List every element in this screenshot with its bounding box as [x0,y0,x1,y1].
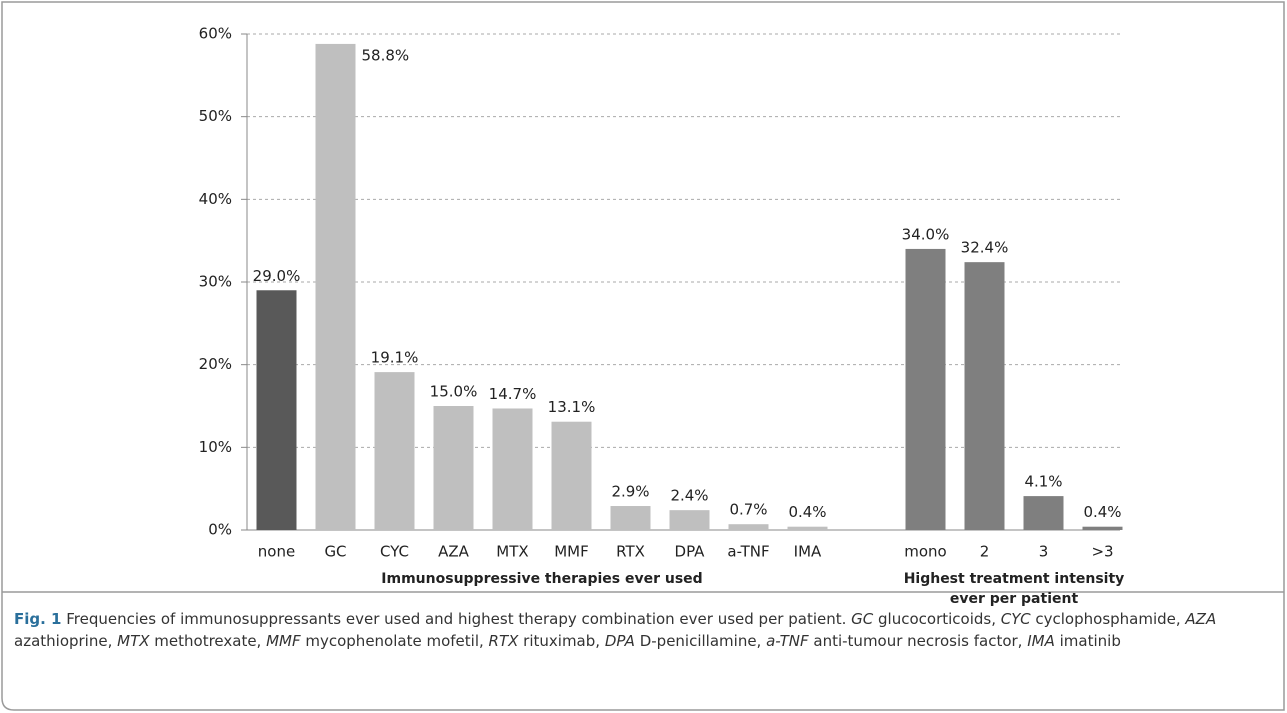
caption-text: azathioprine, [14,610,1222,650]
caption-text: rituximab, [518,632,605,650]
value-label: 4.1% [1024,473,1062,491]
bar [787,526,828,530]
bar [256,290,297,530]
caption-text: anti-tumour necrosis factor, [808,632,1028,650]
value-label: 15.0% [430,383,478,401]
x-tick-label: mono [904,543,946,561]
x-tick-label: a-TNF [727,543,769,561]
caption-text: CYC [1000,610,1031,628]
x-tick-label: DPA [675,543,706,561]
caption-text: RTX [488,632,519,650]
caption-text: imatinib [1054,632,1121,650]
value-label: 34.0% [902,225,950,243]
caption-text: AZA [1185,610,1217,628]
value-label: 2.4% [670,487,708,505]
y-tick-label: 30% [199,273,232,291]
x-tick-label: RTX [616,543,645,561]
bar [1023,496,1064,530]
caption-text: cyclophosphamide, [1030,610,1186,628]
caption-text: DPA [604,632,635,650]
value-label: 0.7% [729,501,767,519]
x-tick-label: 2 [980,543,990,561]
x-tick-label: 3 [1039,543,1049,561]
group-label: Immunosuppressive therapies ever used [381,571,702,587]
value-label: 0.4% [1083,503,1121,521]
caption-text: glucocorticoids, [873,610,1001,628]
bar [315,43,356,531]
caption: Fig. 1 Frequencies of immunosuppressants… [14,608,1276,652]
bar [433,406,474,530]
caption-text: Frequencies of immunosuppressants ever u… [61,610,852,628]
bar [374,372,415,530]
x-tick-label: none [258,543,295,561]
value-label: 13.1% [548,398,596,416]
caption-text: a-TNF [766,632,809,650]
value-label: 19.1% [371,349,419,367]
y-tick-label: 40% [199,190,232,208]
caption-text: mycophenolate mofetil, [300,632,489,650]
value-label: 14.7% [489,385,537,403]
y-tick-label: 50% [199,107,232,125]
caption-text: Fig. 1 [14,610,62,628]
value-label: 2.9% [611,483,649,501]
y-tick-label: 60% [199,25,232,43]
y-tick-label: 0% [208,521,232,539]
caption-text: MMF [266,632,301,650]
bar [551,421,592,530]
group-label: Highest treatment intensity [904,571,1125,587]
x-tick-label: IMA [794,543,822,561]
x-tick-label: AZA [438,543,470,561]
x-tick-label: MTX [496,543,528,561]
bar [669,510,710,530]
bar [492,408,533,530]
bar [728,524,769,530]
value-label: 58.8% [362,46,410,64]
bar [610,506,651,530]
y-tick-label: 10% [199,438,232,456]
value-label: 0.4% [788,503,826,521]
value-label: 32.4% [961,239,1009,257]
bar [1082,526,1123,530]
x-tick-label: MMF [554,543,589,561]
group-label: ever per patient [950,591,1079,607]
caption-text: IMA [1027,632,1055,650]
bar [964,262,1005,530]
value-label: 29.0% [253,267,301,285]
bar [905,248,946,530]
x-tick-label: GC [324,543,346,561]
caption-text: MTX [117,632,150,650]
caption-text: D-penicillamine, [634,632,767,650]
caption-text: GC [851,610,874,628]
caption-text: methotrexate, [149,632,267,650]
x-tick-label: >3 [1091,543,1113,561]
x-tick-label: CYC [380,543,409,561]
y-tick-label: 20% [199,355,232,373]
